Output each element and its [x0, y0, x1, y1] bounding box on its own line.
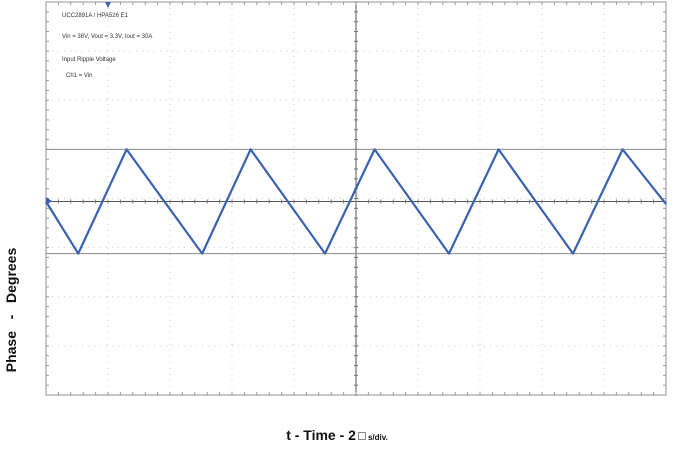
annotation-title: UCC2891A / HPA526 E1	[62, 13, 129, 19]
annotation-conditions: Vin = 36V, Vout = 3.3V, Iout = 30A	[62, 34, 152, 40]
cursor-lines	[46, 148, 666, 255]
grid	[45, 1, 667, 396]
x-axis-label: t - Time - 2 s/div.	[286, 427, 388, 443]
annotation-measurement: Input Ripple Voltage	[62, 57, 116, 63]
annotation-channel: Ch1 = Vin	[66, 73, 92, 79]
trigger-position-marker	[105, 2, 111, 8]
micro-symbol-placeholder	[357, 432, 366, 441]
trace-line	[45, 148, 667, 255]
y-axis-label: Phase - Degrees	[3, 247, 19, 373]
trace-ch1	[45, 148, 667, 255]
ch1-ground-marker	[46, 197, 52, 205]
